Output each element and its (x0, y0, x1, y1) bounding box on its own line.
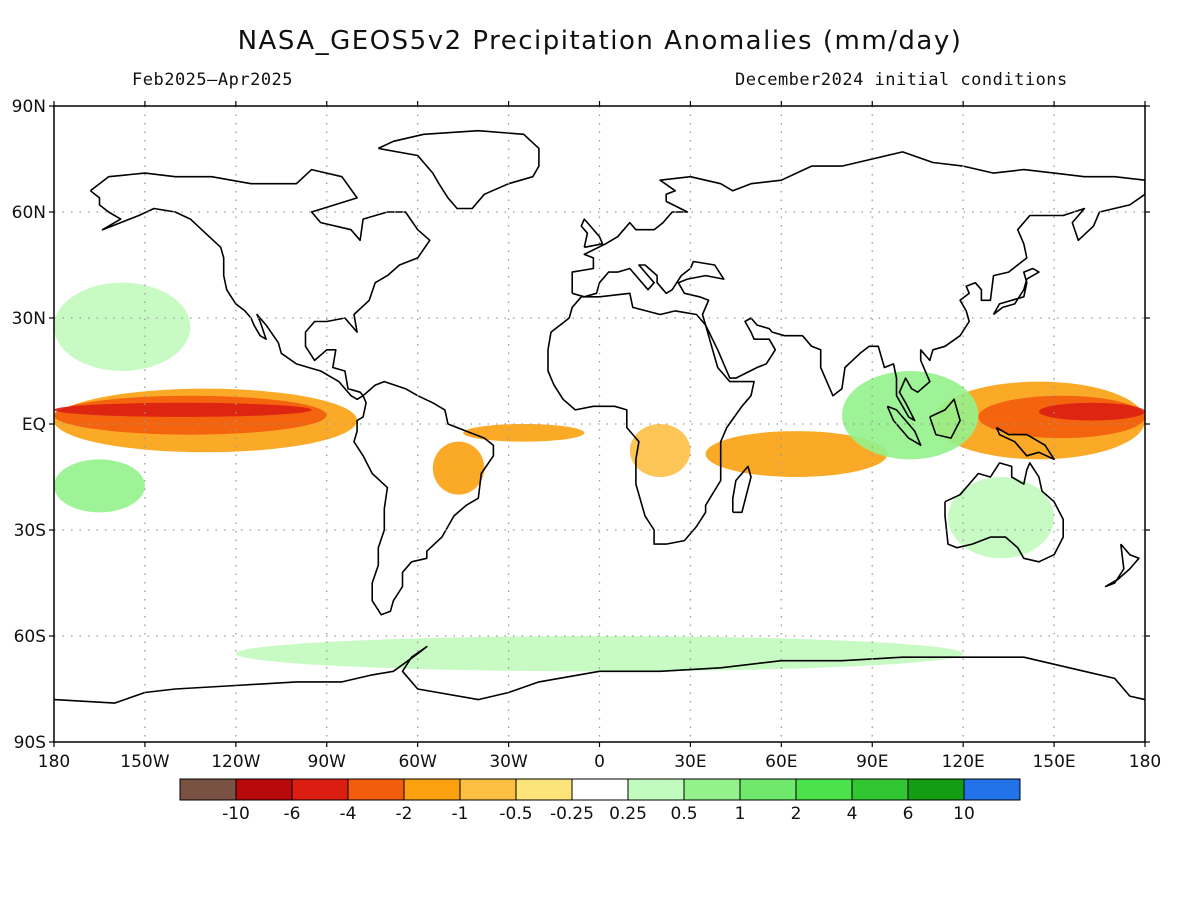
anomaly-north-pacific-wet (54, 282, 191, 372)
colorbar-label: 4 (847, 804, 858, 824)
lon-label: 150W (120, 752, 169, 772)
lon-label: 30W (489, 752, 528, 772)
lat-label: 90S (14, 733, 46, 753)
coastline-greenland (377, 129, 540, 210)
graticule-layer (54, 106, 1145, 742)
coastline-new-zealand (1104, 543, 1140, 588)
coastline-layer (54, 129, 1145, 704)
colorbar-label: 10 (953, 804, 975, 824)
colorbar-swatch (963, 778, 1021, 801)
latitude-axis: 90N 60N 30N EQ 30S 60S 90S (12, 97, 1150, 753)
colorbar-swatch (515, 778, 573, 801)
colorbar-swatch (179, 778, 237, 801)
colorbar-swatch (571, 778, 629, 801)
colorbar-label: 1 (735, 804, 746, 824)
coastline-antarctica (54, 645, 1145, 704)
lat-label: 60S (14, 627, 46, 647)
coastline-south-america (353, 380, 495, 616)
coastline-madagascar (731, 465, 752, 514)
anomaly-west-pacific-dry-core (1038, 402, 1145, 421)
colorbar-label: -1 (452, 804, 469, 824)
colorbar-swatch (851, 778, 909, 801)
anomaly-africa-dry (629, 424, 691, 477)
lon-label: 60E (765, 752, 797, 772)
colorbar-swatch (459, 778, 517, 801)
coastline-new-guinea (995, 426, 1055, 461)
colorbar-label: 0.25 (609, 804, 647, 824)
lon-label: 90W (308, 752, 347, 772)
anomaly-south-pacific-wet (54, 459, 145, 513)
colorbar-swatch (347, 778, 405, 801)
lat-label: 90N (12, 97, 46, 117)
colorbar-label: 2 (791, 804, 802, 824)
anomaly-tropical-pacific-dry-core (54, 402, 312, 417)
lon-label: 180 (1129, 752, 1161, 772)
anomaly-indian-ocean-dry (705, 431, 888, 477)
colorbar-swatch (627, 778, 685, 801)
lat-label: EQ (22, 415, 46, 435)
colorbar-swatch (291, 778, 349, 801)
colorbar-label: -0.25 (550, 804, 594, 824)
longitude-axis: 180 150W 120W 90W 60W 30W 0 30E 60E 90E 120E 150E 18… (38, 101, 1161, 772)
anomaly-south-america-dry (432, 441, 485, 495)
coastline-uk (580, 218, 604, 249)
initial-conditions-label: December2024 initial conditions (735, 70, 1068, 90)
anomaly-atlantic-itcz-dry (463, 424, 585, 442)
colorbar-swatch (403, 778, 461, 801)
colorbar: -10 -6 -4 -2 -1 -0.5 -0.25 0.25 0.5 1 2 4 6 10 (179, 778, 1021, 824)
coastline-north-america (89, 168, 431, 401)
coastline-japan (992, 267, 1040, 316)
coastline-borneo (929, 398, 961, 439)
lon-label: 120E (942, 752, 985, 772)
lon-label: 30E (674, 752, 706, 772)
colorbar-label: -4 (340, 804, 357, 824)
lon-label: 60W (398, 752, 437, 772)
forecast-period: Feb2025–Apr2025 (132, 70, 294, 90)
colorbar-swatch (739, 778, 797, 801)
anomaly-australia-wet (948, 477, 1055, 559)
colorbar-label: -10 (222, 804, 250, 824)
colorbar-label: 6 (903, 804, 914, 824)
colorbar-swatch (235, 778, 293, 801)
lon-label: 90E (856, 752, 888, 772)
anomaly-field-layer (54, 282, 1145, 672)
colorbar-label: -0.5 (499, 804, 532, 824)
lat-label: 30S (14, 521, 46, 541)
coastline-africa (547, 292, 755, 545)
anomaly-southern-ocean-wet (235, 636, 964, 672)
lon-label: 0 (594, 752, 605, 772)
coastline-sumatra (886, 405, 922, 447)
lon-label: 120W (211, 752, 260, 772)
lon-label: 180 (38, 752, 70, 772)
colorbar-swatch (683, 778, 741, 801)
lat-label: 30N (12, 309, 46, 329)
coastline-australia (944, 462, 1064, 563)
colorbar-label: -6 (284, 804, 301, 824)
lon-label: 150E (1032, 752, 1075, 772)
colorbar-label: 0.5 (670, 804, 697, 824)
lat-label: 60N (12, 203, 46, 223)
colorbar-swatch (795, 778, 853, 801)
colorbar-label: -2 (396, 804, 413, 824)
map-title: NASA_GEOS5v2 Precipitation Anomalies (mm… (237, 26, 963, 56)
coastline-eurasia (571, 151, 1145, 422)
colorbar-swatch (907, 778, 965, 801)
